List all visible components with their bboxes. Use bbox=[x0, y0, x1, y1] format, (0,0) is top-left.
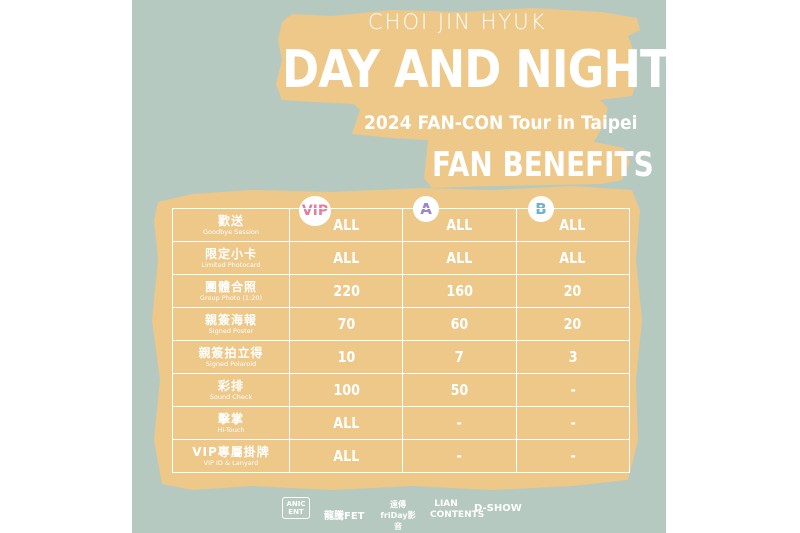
benefit-value-text: - bbox=[570, 447, 576, 465]
benefit-label: 親簽拍立得 Signed Polaroid bbox=[172, 340, 290, 374]
event-title: DAY AND NIGHT bbox=[282, 40, 666, 100]
benefit-name-zh: 擊掌 bbox=[217, 411, 244, 426]
benefit-value-vip: 10 bbox=[288, 340, 404, 374]
benefit-label: 親簽海報 Signed Poster bbox=[172, 307, 290, 341]
benefit-value-a: 50 bbox=[402, 373, 517, 407]
benefit-value-text: 10 bbox=[337, 348, 356, 366]
benefit-name-zh: 限定小卡 bbox=[204, 246, 257, 261]
benefit-label: 團體合照 Group Photo (1:20) bbox=[172, 274, 290, 308]
benefit-value-text: 20 bbox=[563, 282, 582, 300]
benefit-value-a: - bbox=[402, 439, 517, 473]
benefit-label: 限定小卡 Limited Photocard bbox=[172, 241, 290, 275]
benefit-value-text: 160 bbox=[446, 282, 473, 300]
benefit-value-text: 20 bbox=[563, 315, 582, 333]
benefit-value-text: - bbox=[570, 381, 576, 399]
benefit-name-en: Hi-Touch bbox=[217, 425, 245, 434]
benefit-value-text: ALL bbox=[333, 249, 360, 267]
poster: CHOI JIN HYUK DAY AND NIGHT 2024 FAN-CON… bbox=[132, 0, 666, 533]
benefit-value-b: 3 bbox=[515, 340, 631, 374]
benefit-name-zh: 彩排 bbox=[217, 378, 244, 393]
table-row: 親簽拍立得 Signed Polaroid 10 7 3 bbox=[172, 340, 631, 374]
benefit-value-a: 160 bbox=[402, 274, 517, 308]
benefit-value-b: ALL bbox=[515, 241, 631, 275]
logo-friday: 遠傳 friDay影音 bbox=[380, 500, 416, 531]
table-row: 擊掌 Hi-Touch ALL - - bbox=[172, 406, 631, 440]
benefit-name-zh: 親簽海報 bbox=[204, 312, 257, 327]
benefit-value-a: 60 bbox=[402, 307, 517, 341]
benefit-name-zh: 親簽拍立得 bbox=[198, 345, 264, 360]
benefit-value-vip: 220 bbox=[288, 274, 404, 308]
benefit-label: 擊掌 Hi-Touch bbox=[172, 406, 290, 440]
benefit-value-b: - bbox=[515, 439, 631, 473]
benefit-value-text: 3 bbox=[568, 348, 578, 366]
benefit-name-en: Sound Check bbox=[209, 392, 253, 401]
header-brush-shape bbox=[276, 8, 640, 188]
benefit-value-a: - bbox=[402, 406, 517, 440]
table-row: 彩排 Sound Check 100 50 - bbox=[172, 373, 631, 407]
benefit-value-text: 50 bbox=[450, 381, 469, 399]
benefit-value-vip: ALL bbox=[288, 208, 404, 242]
benefit-value-text: ALL bbox=[333, 414, 360, 432]
benefit-value-text: 60 bbox=[450, 315, 469, 333]
table-row: 團體合照 Group Photo (1:20) 220 160 20 bbox=[172, 274, 631, 308]
benefit-value-a: ALL bbox=[402, 208, 517, 242]
benefit-name-en: Signed Poster bbox=[208, 326, 254, 335]
benefit-name-en: Signed Polaroid bbox=[205, 359, 257, 368]
benefits-table: 歡送 Goodbye Session ALL ALL ALL 限定小卡 Limited Ph… bbox=[172, 208, 631, 473]
benefit-value-text: 220 bbox=[332, 282, 360, 300]
benefit-name-en: Goodbye Session bbox=[203, 227, 259, 236]
section-title: FAN BENEFITS bbox=[432, 145, 654, 185]
benefit-value-text: ALL bbox=[559, 249, 586, 267]
benefit-value-text: - bbox=[456, 447, 463, 465]
sponsor-logos: ANIC ENT 龍騰FET 遠傳 friDay影音 LIAN CONTENTS… bbox=[282, 497, 532, 531]
benefit-value-vip: ALL bbox=[288, 241, 404, 275]
benefit-value-b: ALL bbox=[515, 208, 631, 242]
table-row: 限定小卡 Limited Photocard ALL ALL ALL bbox=[172, 241, 631, 275]
table-row: 親簽海報 Signed Poster 70 60 20 bbox=[172, 307, 631, 341]
benefit-value-vip: 100 bbox=[288, 373, 404, 407]
benefit-name-zh: 團體合照 bbox=[204, 279, 257, 294]
benefit-value-text: ALL bbox=[446, 249, 473, 267]
logo-fet: 龍騰FET bbox=[324, 511, 365, 522]
benefit-name-en: VIP ID & Lanyard bbox=[203, 458, 259, 467]
benefit-value-text: 100 bbox=[332, 381, 360, 399]
benefit-value-text: ALL bbox=[559, 216, 586, 234]
benefit-value-b: 20 bbox=[515, 307, 631, 341]
benefit-value-text: - bbox=[570, 414, 576, 432]
benefit-value-text: 70 bbox=[337, 315, 356, 333]
benefit-name-zh: 歡送 bbox=[217, 213, 244, 228]
benefit-value-text: 7 bbox=[455, 348, 464, 366]
benefit-value-a: ALL bbox=[402, 241, 517, 275]
benefit-value-vip: 70 bbox=[288, 307, 404, 341]
table-row: 歡送 Goodbye Session ALL ALL ALL bbox=[172, 208, 631, 242]
benefit-label: 歡送 Goodbye Session bbox=[172, 208, 290, 242]
benefit-value-text: ALL bbox=[446, 216, 473, 234]
benefit-name-en: Group Photo (1:20) bbox=[199, 293, 263, 302]
benefit-value-b: 20 bbox=[515, 274, 631, 308]
benefit-value-vip: ALL bbox=[288, 406, 404, 440]
benefit-label: 彩排 Sound Check bbox=[172, 373, 290, 407]
logo-dshow: D-SHOW bbox=[474, 503, 522, 514]
benefit-value-text: ALL bbox=[333, 216, 360, 234]
logo-lian: LIAN CONTENTS bbox=[430, 499, 485, 520]
artist-name: CHOI JIN HYUK bbox=[368, 10, 547, 34]
logo-anic-ent: ANIC ENT bbox=[282, 497, 310, 519]
benefit-value-text: - bbox=[456, 414, 463, 432]
table-row: VIP專屬掛牌 VIP ID & Lanyard ALL - - bbox=[172, 439, 631, 473]
benefit-value-a: 7 bbox=[402, 340, 517, 374]
benefit-name-en: Limited Photocard bbox=[201, 260, 261, 269]
event-subtitle: 2024 FAN-CON Tour in Taipei bbox=[364, 112, 638, 134]
benefit-value-b: - bbox=[515, 406, 631, 440]
benefit-name-zh: VIP專屬掛牌 bbox=[192, 444, 270, 459]
benefit-value-b: - bbox=[515, 373, 631, 407]
benefit-value-vip: ALL bbox=[288, 439, 404, 473]
benefit-label: VIP專屬掛牌 VIP ID & Lanyard bbox=[172, 439, 290, 473]
benefit-value-text: ALL bbox=[333, 447, 360, 465]
